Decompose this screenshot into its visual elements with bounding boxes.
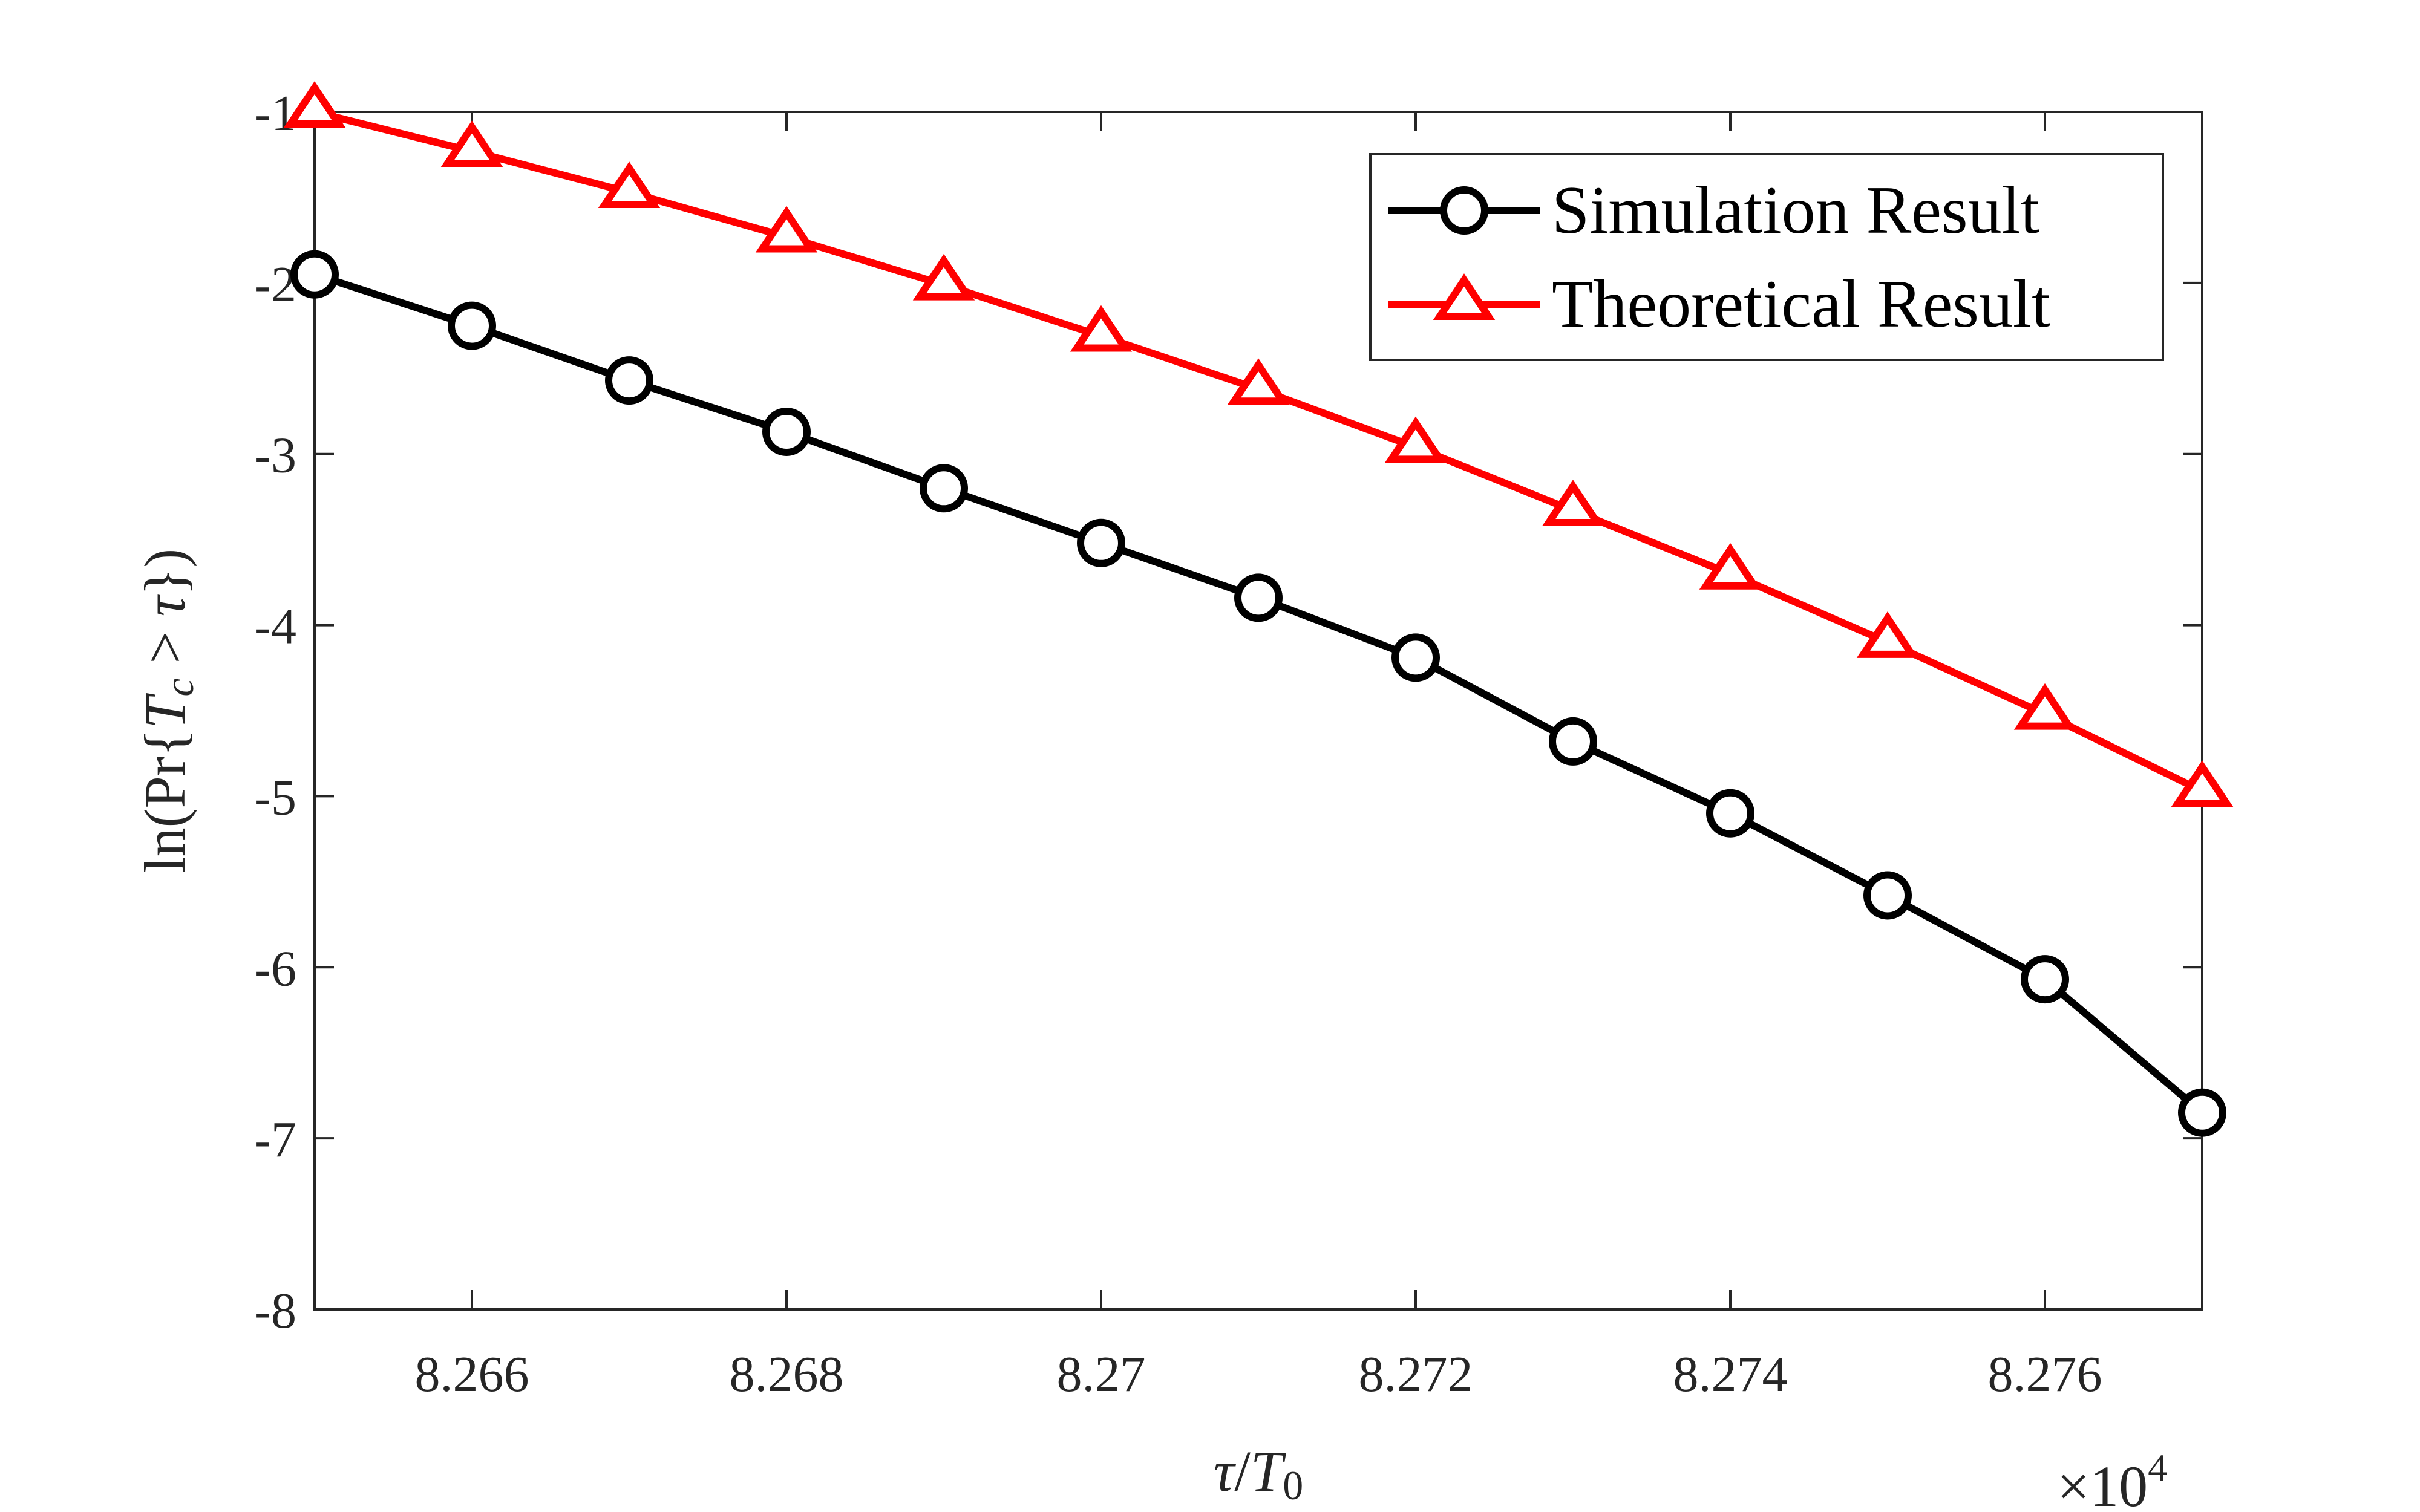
data-point xyxy=(290,250,339,299)
data-point xyxy=(2021,955,2069,1004)
data-point xyxy=(1384,416,1447,463)
data-point xyxy=(1227,358,1290,405)
data-point xyxy=(762,407,811,456)
legend-box xyxy=(1369,153,2164,361)
data-point xyxy=(448,301,496,350)
x-axis-multiplier: ×104 xyxy=(2057,1446,2167,1512)
data-point xyxy=(2013,683,2076,730)
y-tick-label: -5 xyxy=(254,769,296,826)
legend-entry-theoretical: Theoretical Result xyxy=(1388,267,2050,342)
data-point xyxy=(1077,518,1125,567)
x-tick-label: 8.266 xyxy=(415,1346,529,1403)
legend: Simulation Result Theoretical Result xyxy=(1369,153,2164,361)
legend-entry-simulation: Simulation Result xyxy=(1388,173,2039,248)
data-point xyxy=(920,464,968,513)
x-tick-label: 8.268 xyxy=(730,1346,844,1403)
y-tick-label: -8 xyxy=(254,1283,296,1339)
data-point xyxy=(755,206,818,253)
x-axis-ticks: 8.266 8.268 8.27 8.272 8.274 8.276 xyxy=(415,112,2102,1403)
x-tick-label: 8.272 xyxy=(1359,1346,1473,1403)
data-point xyxy=(605,356,653,405)
data-point xyxy=(2178,1088,2226,1137)
x-tick-label: 8.276 xyxy=(1988,1346,2102,1403)
y-tick-label: -3 xyxy=(254,428,296,484)
x-axis-label: τ/T0 xyxy=(1214,1439,1303,1508)
series-layer xyxy=(283,81,2234,1137)
x-tick-label: 8.274 xyxy=(1673,1346,1788,1403)
data-point xyxy=(1706,789,1754,838)
data-point xyxy=(598,161,661,208)
data-point xyxy=(1699,543,1762,590)
legend-marker-triangle xyxy=(1433,273,1496,320)
legend-marker-circle xyxy=(1440,186,1488,235)
series-theoretical-result xyxy=(283,81,2234,807)
data-point xyxy=(283,81,346,128)
y-tick-label: -4 xyxy=(254,599,296,655)
y-tick-label: -7 xyxy=(254,1112,296,1168)
legend-label-theoretical: Theoretical Result xyxy=(1552,267,2050,342)
series-simulation-result xyxy=(290,250,2226,1137)
y-tick-label: -6 xyxy=(254,940,296,997)
data-point xyxy=(2171,760,2234,807)
data-point xyxy=(1392,633,1440,682)
legend-label-simulation: Simulation Result xyxy=(1552,173,2039,248)
data-point xyxy=(912,253,975,301)
y-tick-label: -2 xyxy=(254,256,296,313)
x-tick-label: 8.27 xyxy=(1057,1346,1146,1403)
data-point xyxy=(1863,871,1912,920)
y-axis-ticks: -1 -2 -3 -4 -5 -6 -7 -8 xyxy=(254,85,2202,1339)
y-tick-label: -1 xyxy=(254,85,296,142)
data-point xyxy=(1856,611,1919,658)
data-point xyxy=(440,120,503,168)
data-point xyxy=(1070,305,1133,352)
data-point xyxy=(1234,573,1283,622)
data-point xyxy=(1542,480,1604,527)
y-axis-label: ln(Pr{Tc > τ}) xyxy=(132,549,202,873)
data-point xyxy=(1549,717,1597,766)
